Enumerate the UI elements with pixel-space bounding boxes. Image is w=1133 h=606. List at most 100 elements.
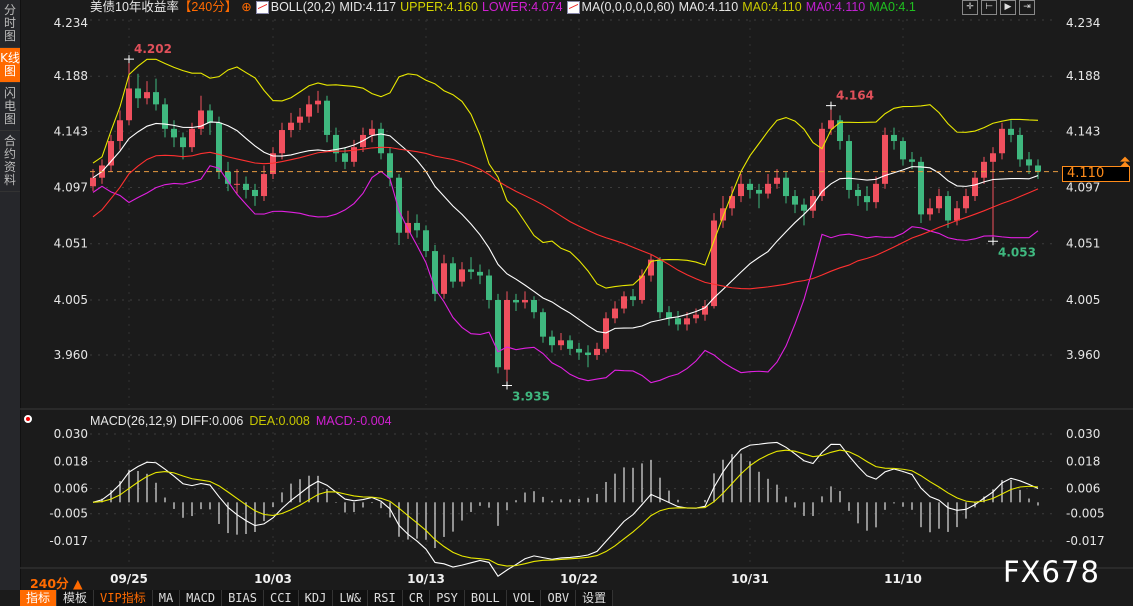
extreme-marker xyxy=(502,381,512,390)
candle xyxy=(837,115,843,150)
candle-body xyxy=(198,110,204,129)
toolbar-templates[interactable]: 模板 xyxy=(57,590,95,606)
period-tag: 【240分】 xyxy=(178,0,238,14)
candle xyxy=(279,122,285,160)
toolbar-ma[interactable]: MA xyxy=(153,590,181,606)
candle xyxy=(963,188,969,214)
candle-body xyxy=(369,128,375,135)
candle-body xyxy=(729,196,735,209)
toolbar-boll[interactable]: BOLL xyxy=(465,590,507,606)
candle-body xyxy=(873,183,879,203)
candle xyxy=(522,291,528,309)
candle-body xyxy=(666,312,672,319)
crosshair-toggle-icon[interactable]: ⊕ xyxy=(241,0,252,14)
candle xyxy=(684,312,690,331)
toolbar-vip-indicators[interactable]: VIP指标 xyxy=(94,590,153,606)
indicator-chart-icon[interactable] xyxy=(566,1,580,14)
toolbar-settings[interactable]: 设置 xyxy=(576,590,614,606)
candle-body xyxy=(180,137,186,148)
toolbar-lw[interactable]: LW& xyxy=(333,590,369,606)
play-icon[interactable]: ▶ xyxy=(1000,0,1016,15)
toolbar-rsi[interactable]: RSI xyxy=(368,590,403,606)
candle-body xyxy=(657,259,663,313)
candle-body xyxy=(306,104,312,117)
record-icon[interactable] xyxy=(24,415,32,423)
candle xyxy=(468,257,474,280)
indicator-chart-icon[interactable] xyxy=(255,1,269,14)
y-tick-label: 4.097 xyxy=(54,180,88,194)
candle xyxy=(459,262,465,287)
candle xyxy=(765,174,771,199)
candle-body xyxy=(855,189,861,197)
macd-y-tick-label: 0.018 xyxy=(54,454,88,468)
high-price-label: 4.164 xyxy=(836,89,874,103)
x-tick-label: 11/10 xyxy=(884,572,922,586)
toolbar-macd[interactable]: MACD xyxy=(180,590,223,606)
y-tick-label-right: 4.005 xyxy=(1066,293,1100,307)
candle-body xyxy=(639,275,645,300)
sidebar-item-kline[interactable]: K线图 xyxy=(0,48,20,83)
candle-body xyxy=(702,306,708,315)
candle xyxy=(702,299,708,321)
sidebar-item-contract-info[interactable]: 合约资料 xyxy=(0,131,20,192)
candle xyxy=(117,110,123,150)
sidebar-item-flash[interactable]: 闪电图 xyxy=(0,83,20,131)
indicator-toolbar: 指标 模板 VIP指标 MA MACD BIAS CCI KDJ LW& RSI… xyxy=(20,590,614,606)
candle-body xyxy=(126,88,132,121)
jump-end-icon[interactable]: ⇥ xyxy=(1019,0,1035,15)
toolbar-indicators[interactable]: 指标 xyxy=(20,590,58,606)
candle xyxy=(1026,152,1032,175)
candle-body xyxy=(747,183,753,190)
x-tick-label: 09/25 xyxy=(110,572,148,586)
candle xyxy=(207,104,213,135)
candle-body xyxy=(954,208,960,221)
candle-body xyxy=(927,208,933,215)
candle xyxy=(297,108,303,131)
toolbar-cr[interactable]: CR xyxy=(403,590,431,606)
candle xyxy=(999,122,1005,160)
candle-body xyxy=(135,88,141,99)
x-tick-label: 10/03 xyxy=(254,572,292,586)
macd-y-tick-label: 0.006 xyxy=(54,482,88,496)
candle xyxy=(756,183,762,209)
y-tick-label: 4.005 xyxy=(54,293,88,307)
candle-body xyxy=(297,116,303,123)
macd-y-tick-label: 0.030 xyxy=(54,427,88,441)
candle-body xyxy=(837,120,843,142)
candle xyxy=(306,95,312,123)
period-selector[interactable]: 240分 ▲ xyxy=(30,576,83,591)
candle-body xyxy=(909,159,915,162)
boll-lower: LOWER:4.074 xyxy=(481,0,563,14)
toolbar-bias[interactable]: BIAS xyxy=(222,590,264,606)
candle xyxy=(477,264,483,285)
candle xyxy=(333,127,339,162)
crosshair-icon[interactable]: ✛ xyxy=(962,0,978,15)
candle xyxy=(261,165,267,201)
candle xyxy=(315,90,321,113)
macd-label: MACD(26,12,9) xyxy=(90,414,177,428)
sidebar-item-timeshare[interactable]: 分时图 xyxy=(0,0,20,48)
candle-body xyxy=(108,141,114,166)
toolbar-kdj[interactable]: KDJ xyxy=(299,590,334,606)
candle xyxy=(531,296,537,319)
toolbar-obv[interactable]: OBV xyxy=(541,590,577,606)
candle-body xyxy=(675,318,681,325)
toolbar-vol[interactable]: VOL xyxy=(507,590,542,606)
watermark-logo: FX678 xyxy=(1003,555,1100,589)
candle-body xyxy=(801,204,807,211)
candle xyxy=(846,134,852,199)
current-price-label: 4.110 xyxy=(1062,166,1130,182)
macd-y-tick-label-right: 0.006 xyxy=(1066,482,1100,496)
candle xyxy=(918,156,924,223)
macd-legend: MACD(26,12,9) DIFF:0.006 DEA:0.008 MACD:… xyxy=(90,414,392,429)
toolbar-cci[interactable]: CCI xyxy=(264,590,299,606)
candle xyxy=(594,342,600,360)
zoom-range-icon[interactable]: ⊢ xyxy=(981,0,997,15)
candle xyxy=(423,225,429,258)
candle-body xyxy=(981,161,987,178)
candle xyxy=(486,269,492,309)
toolbar-psy[interactable]: PSY xyxy=(430,590,465,606)
candle-body xyxy=(234,183,240,185)
candle-body xyxy=(513,299,519,303)
